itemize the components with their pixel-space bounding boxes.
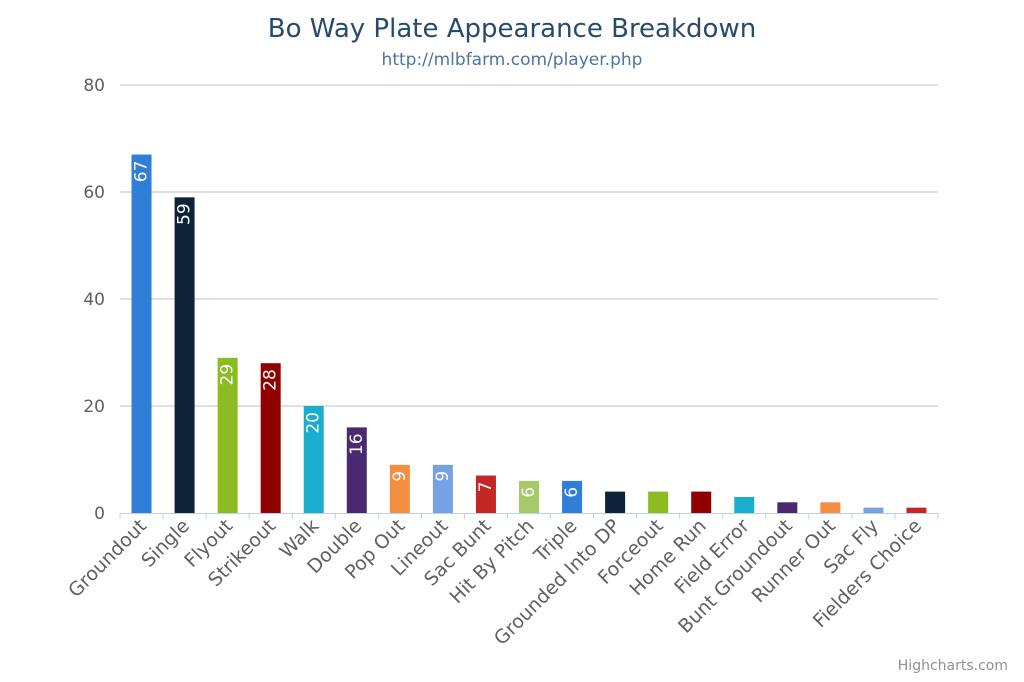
bar[interactable]	[174, 197, 195, 513]
bar[interactable]	[777, 502, 798, 513]
bar[interactable]	[863, 507, 884, 513]
bar[interactable]	[648, 491, 669, 513]
data-label: 67	[132, 161, 152, 183]
y-tick-label: 0	[94, 504, 105, 524]
bar[interactable]	[475, 475, 496, 513]
bar[interactable]	[820, 502, 841, 513]
bar[interactable]	[734, 496, 755, 513]
bar[interactable]	[605, 491, 626, 513]
bar[interactable]	[303, 406, 324, 513]
y-tick-label: 80	[83, 76, 105, 96]
bar[interactable]	[691, 491, 712, 513]
bar[interactable]	[389, 464, 410, 513]
data-label: 9	[390, 471, 410, 482]
bar[interactable]	[260, 363, 281, 513]
data-label: 6	[562, 487, 582, 498]
x-category-label: Single	[137, 515, 194, 572]
data-label: 20	[304, 412, 324, 434]
bar[interactable]	[562, 480, 583, 513]
chart-subtitle: http://mlbfarm.com/player.php	[381, 50, 643, 70]
bar[interactable]	[432, 464, 453, 513]
x-category-label: Groundout	[64, 515, 151, 602]
y-tick-label: 20	[83, 397, 105, 417]
y-tick-label: 60	[83, 183, 105, 203]
bar[interactable]	[346, 427, 367, 513]
data-label: 7	[476, 482, 496, 493]
data-label: 9	[433, 471, 453, 482]
bar[interactable]	[519, 480, 539, 513]
credits-link[interactable]: Highcharts.com	[897, 658, 1008, 674]
chart-title: Bo Way Plate Appearance Breakdown	[267, 14, 757, 44]
y-tick-label: 40	[83, 290, 105, 310]
bar[interactable]	[906, 507, 927, 513]
data-label: 6	[519, 487, 539, 498]
data-label: 59	[175, 203, 195, 225]
bar[interactable]	[131, 154, 152, 514]
data-label: 16	[347, 433, 367, 455]
bar[interactable]	[217, 357, 238, 513]
data-label: 28	[261, 369, 281, 391]
data-label: 29	[218, 364, 238, 386]
